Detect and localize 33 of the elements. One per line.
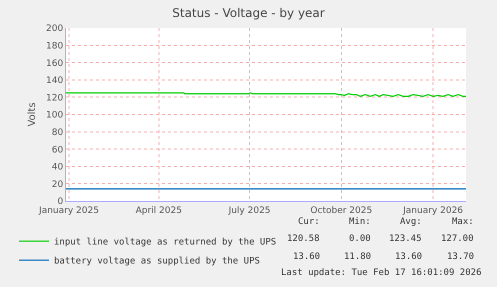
text: 11.80 — [344, 252, 372, 262]
legend-label: battery voltage as supplied by the UPS — [54, 256, 260, 267]
legend-label: input line voltage as returned by the UPS — [54, 238, 276, 248]
text: 120.58 — [287, 234, 320, 244]
y-tick-label: 140 — [46, 76, 64, 86]
y-tick-label: 0 — [57, 197, 64, 208]
y-tick-label: 180 — [46, 41, 64, 52]
text: Min: — [349, 217, 371, 227]
text: Max: — [452, 217, 474, 227]
text: 13.60 — [293, 252, 320, 262]
x-tick-label: July 2025 — [228, 206, 271, 216]
y-tick-label: 100 — [46, 110, 64, 121]
x-tick-label: January 2026 — [402, 206, 464, 216]
y-tick-label: 80 — [52, 128, 64, 138]
y-tick-label: 120 — [46, 93, 64, 104]
text: 13.70 — [447, 252, 474, 262]
x-tick-label: January 2025 — [38, 206, 99, 216]
text: Last update: Tue Feb 17 16:01:09 2026 — [281, 268, 482, 278]
y-axis-title: Volts — [27, 102, 38, 127]
x-tick-label: April 2025 — [136, 206, 182, 216]
y-tick-label: 60 — [52, 145, 64, 156]
chart-title: Status - Voltage - by year — [172, 6, 325, 20]
text: 0.00 — [349, 234, 371, 244]
y-tick-label: 160 — [46, 58, 64, 69]
text: 123.45 — [389, 234, 422, 244]
text: 13.60 — [395, 252, 422, 262]
y-tick-label: 40 — [52, 162, 64, 173]
y-tick-label: 20 — [52, 180, 64, 190]
text: 127.00 — [441, 234, 474, 244]
text: Cur: — [298, 217, 320, 227]
text: Avg: — [400, 217, 422, 227]
y-tick-label: 200 — [46, 24, 64, 34]
x-tick-label: October 2025 — [310, 206, 372, 216]
